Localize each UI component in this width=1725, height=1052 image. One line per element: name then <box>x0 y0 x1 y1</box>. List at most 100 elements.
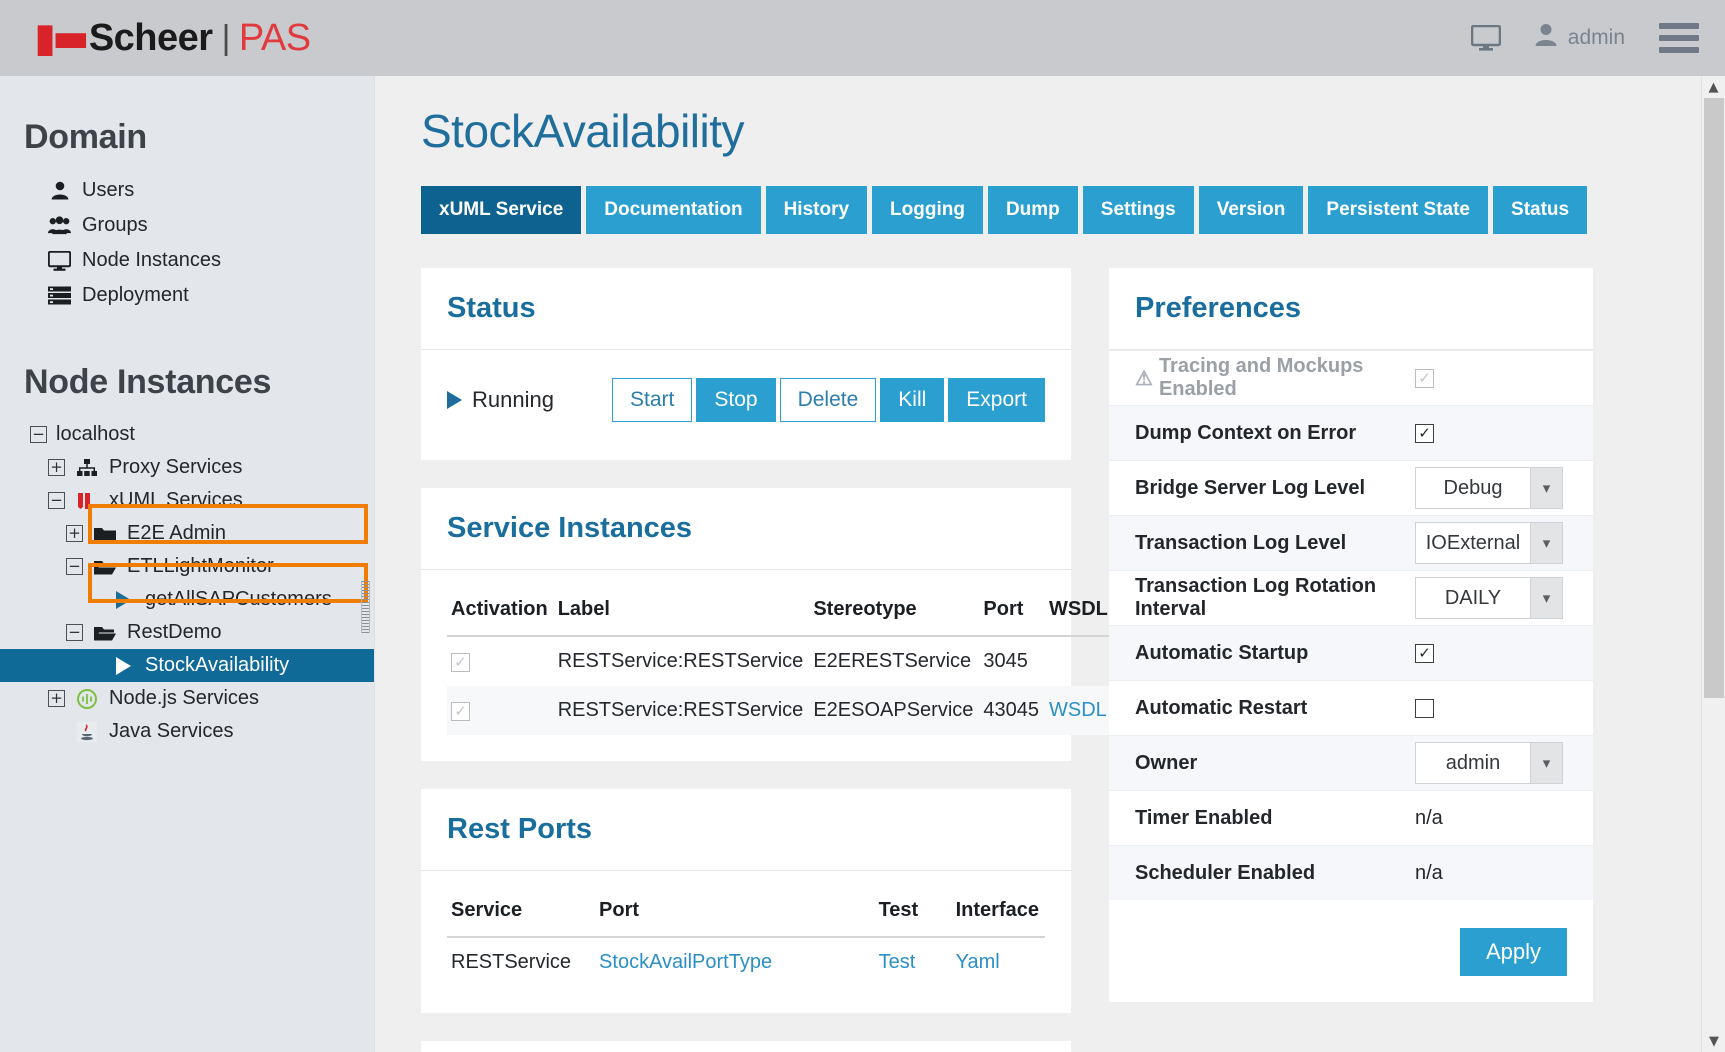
port-link[interactable]: StockAvailPortType <box>599 951 773 973</box>
automatic-startup-checkbox[interactable]: ✓ <box>1415 643 1434 663</box>
tab-history[interactable]: History <box>765 186 868 234</box>
apply-button[interactable]: Apply <box>1459 928 1567 976</box>
expand-toggle-icon[interactable]: + <box>48 459 65 476</box>
transaction-log-rotation-interval-select[interactable]: DAILY ▾ <box>1415 577 1563 619</box>
tab-xuml-service[interactable]: xUML Service <box>421 186 582 234</box>
export-button[interactable]: Export <box>948 378 1045 422</box>
pref-row-timer-enabled: Timer Enabled n/a <box>1109 790 1593 845</box>
tab-logging[interactable]: Logging <box>872 186 983 234</box>
play-triangle-icon <box>110 656 136 675</box>
tree-node-etllightmonitor[interactable]: − ETLLightMonitor <box>0 550 374 583</box>
tree-node-label: xUML Services <box>109 489 243 511</box>
monitor-icon[interactable] <box>1470 25 1501 51</box>
user-menu[interactable]: admin <box>1535 23 1625 53</box>
tree-node-label: Java Services <box>109 720 234 742</box>
pref-row-transaction-log-level: Transaction Log Level IOExternal ▾ <box>1109 515 1593 570</box>
col-interface: Interface <box>951 893 1045 938</box>
tree-node-stockavailability[interactable]: StockAvailability <box>0 649 374 682</box>
pref-label: Automatic Restart <box>1135 696 1308 719</box>
tree-node-localhost[interactable]: − localhost <box>0 418 374 451</box>
col-port: Port <box>595 893 875 938</box>
collapse-toggle-icon[interactable]: − <box>48 492 65 509</box>
tree-node-label: Proxy Services <box>109 456 243 478</box>
scheer-logo-mark-icon: ▮▬ <box>34 15 90 61</box>
collapse-toggle-icon[interactable]: − <box>30 426 47 443</box>
yaml-link[interactable]: Yaml <box>955 951 1000 973</box>
cell-label: RESTService:RESTService <box>553 686 810 735</box>
hamburger-menu-icon[interactable] <box>1659 23 1699 53</box>
tree-node-xuml-services[interactable]: − xUML Services <box>0 484 374 517</box>
pref-row-automatic-restart: Automatic Restart <box>1109 680 1593 735</box>
status-panel: Status Running Start Stop Delete K <box>421 268 1071 460</box>
tab-version[interactable]: Version <box>1198 186 1304 234</box>
test-link[interactable]: Test <box>878 951 916 973</box>
cell-activation: ✓ <box>447 686 554 735</box>
delete-button[interactable]: Delete <box>779 378 877 422</box>
tree-node-label: localhost <box>56 423 135 445</box>
sidebar-item-deployment[interactable]: Deployment <box>0 278 374 313</box>
scroll-up-arrow-icon[interactable]: ▲ <box>1708 79 1719 95</box>
sidebar-item-node-instances[interactable]: Node Instances <box>0 243 374 278</box>
tab-persistent-state[interactable]: Persistent State <box>1308 186 1489 234</box>
pref-label: Bridge Server Log Level <box>1135 476 1366 499</box>
activation-checkbox[interactable]: ✓ <box>451 653 470 672</box>
node-instances-tree: − localhost + Proxy Services − xUML Serv… <box>0 418 374 748</box>
tab-status[interactable]: Status <box>1493 186 1588 234</box>
chevron-down-icon: ▾ <box>1530 523 1562 563</box>
app-header: ▮▬ Scheer | PAS admin <box>0 0 1725 76</box>
activation-checkbox[interactable]: ✓ <box>451 702 470 721</box>
collapse-toggle-icon[interactable]: − <box>66 624 83 641</box>
tree-node-nodejs-services[interactable]: + Node.js Services <box>0 682 374 715</box>
col-activation: Activation <box>447 592 554 637</box>
transaction-log-level-select[interactable]: IOExternal ▾ <box>1415 522 1563 564</box>
tree-node-label: E2E Admin <box>127 522 226 544</box>
service-state: Running <box>447 387 612 413</box>
tab-documentation[interactable]: Documentation <box>586 186 761 234</box>
tree-node-restdemo[interactable]: − RestDemo <box>0 616 374 649</box>
kill-button[interactable]: Kill <box>880 378 945 422</box>
tree-node-java-services[interactable]: Java Services <box>0 715 374 748</box>
cell-label: RESTService:RESTService <box>557 650 804 672</box>
automatic-restart-checkbox[interactable] <box>1415 698 1434 718</box>
pref-label: Dump Context on Error <box>1135 421 1357 444</box>
expand-toggle-icon[interactable]: + <box>48 690 65 707</box>
tree-node-getallsapcustomers[interactable]: getAllSAPCustomers <box>0 583 374 616</box>
start-button[interactable]: Start <box>612 378 693 422</box>
tree-node-e2e-admin[interactable]: + E2E Admin <box>0 517 374 550</box>
cell-stereotype: E2ESOAPService <box>809 686 980 735</box>
tree-node-proxy-services[interactable]: + Proxy Services <box>0 451 374 484</box>
tracing-checkbox[interactable]: ✓ <box>1415 368 1434 388</box>
tab-settings[interactable]: Settings <box>1082 186 1194 234</box>
expand-toggle-icon[interactable]: + <box>66 525 83 542</box>
username-label: admin <box>1567 26 1625 49</box>
pref-label: Timer Enabled <box>1135 806 1273 829</box>
tab-dump[interactable]: Dump <box>987 186 1078 234</box>
no-toggle-spacer <box>84 657 101 674</box>
select-value: Debug <box>1443 476 1503 499</box>
user-icon <box>1535 23 1557 53</box>
sidebar-item-users[interactable]: Users <box>0 173 374 208</box>
status-action-buttons: Start Stop Delete Kill Export <box>612 378 1045 422</box>
wsdl-link[interactable]: WSDL <box>1045 686 1114 735</box>
cell-activation: ✓ <box>447 636 554 686</box>
stop-button[interactable]: Stop <box>696 378 776 422</box>
col-stereotype: Stereotype <box>809 592 980 637</box>
dump-context-checkbox[interactable]: ✓ <box>1415 423 1434 443</box>
server-stack-icon <box>48 286 71 305</box>
owner-select[interactable]: admin ▾ <box>1415 742 1563 784</box>
folder-icon <box>92 526 118 542</box>
sidebar-item-groups[interactable]: Groups <box>0 208 374 243</box>
scrollbar-thumb[interactable] <box>1704 98 1724 698</box>
scroll-down-arrow-icon[interactable]: ▼ <box>1709 1033 1719 1049</box>
tab-bar: xUML Service Documentation History Loggi… <box>421 186 1725 234</box>
service-state-label: Running <box>472 387 554 412</box>
bridge-server-log-level-select[interactable]: Debug ▾ <box>1415 467 1563 509</box>
table-row: ✓ RESTService:RESTService E2ERESTService… <box>447 636 1114 686</box>
sidebar-scroll-handle[interactable] <box>361 581 370 633</box>
sidebar-item-label: Deployment <box>82 284 189 306</box>
table-row: RESTService StockAvailPortType Test Yaml <box>447 937 1045 987</box>
page-scrollbar[interactable]: ▲ ▼ <box>1701 76 1725 1052</box>
logo-separator: | <box>221 18 231 57</box>
scheduler-enabled-value: n/a <box>1415 861 1443 884</box>
collapse-toggle-icon[interactable]: − <box>66 558 83 575</box>
